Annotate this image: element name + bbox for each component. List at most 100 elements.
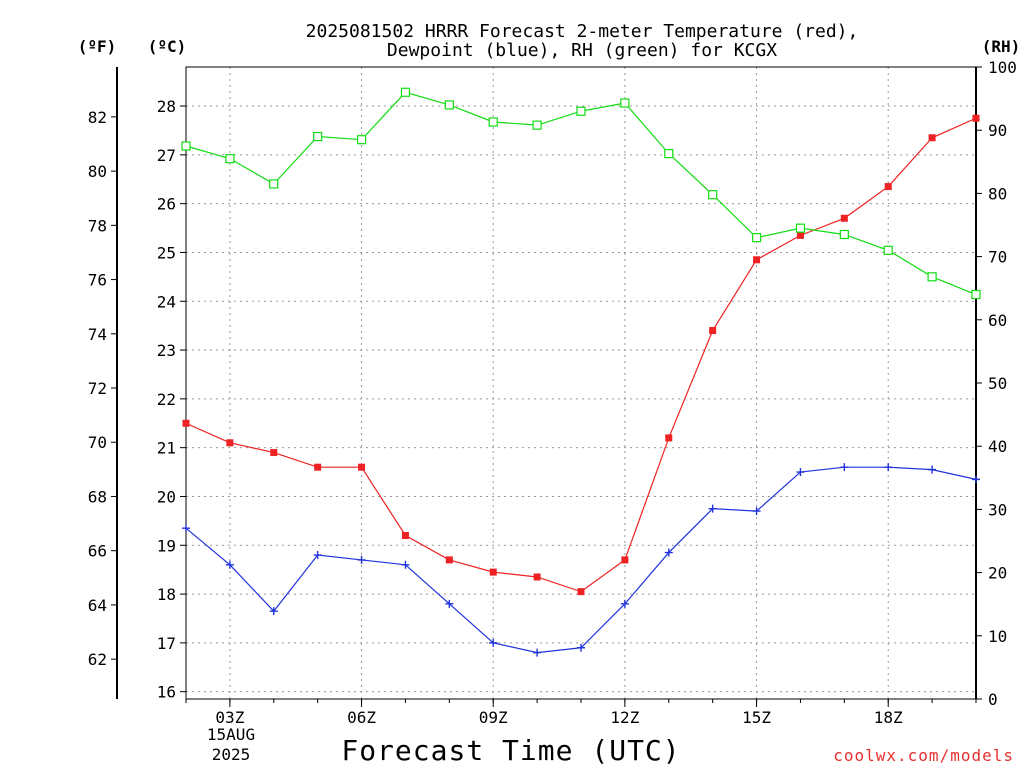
temperature-point: [358, 463, 366, 471]
rh-point: [883, 245, 893, 255]
dewpoint-point: [884, 463, 893, 472]
chart-title-line2: Dewpoint (blue), RH (green) for KCGX: [387, 40, 777, 61]
temperature-point: [445, 556, 453, 564]
rh-tick-label: 30: [988, 500, 1007, 519]
fahrenheit-tick-label: 62: [88, 650, 107, 669]
dewpoint-point: [840, 463, 849, 472]
right-rh-axis-label: (RH): [982, 37, 1021, 56]
fahrenheit-tick-label: 82: [88, 108, 107, 127]
grid-lines: [186, 67, 976, 699]
celsius-tick-label: 24: [157, 292, 176, 311]
rh-point: [488, 117, 498, 127]
dewpoint-point: [489, 638, 498, 647]
fahrenheit-tick-label: 68: [88, 487, 107, 506]
fahrenheit-tick-label: 66: [88, 542, 107, 561]
celsius-tick-label: 21: [157, 439, 176, 458]
rh-tick-label: 100: [988, 58, 1017, 77]
celsius-tick-label: 17: [157, 634, 176, 653]
date-year-label: 2025: [212, 745, 251, 764]
celsius-tick-label: 16: [157, 683, 176, 702]
rh-point: [181, 141, 191, 151]
x-tick-label: 09Z: [479, 708, 508, 727]
temperature-point: [884, 183, 892, 191]
rh-tick-label: 50: [988, 374, 1007, 393]
dewpoint-line: [185, 466, 977, 654]
fahrenheit-tick-label: 78: [88, 216, 107, 235]
x-tick-label: 12Z: [610, 708, 639, 727]
dewpoint-point: [620, 599, 629, 608]
rh-point: [356, 135, 367, 145]
rh-point: [444, 100, 454, 110]
left-f-axis-label: (ºF): [78, 37, 117, 56]
rh-tick-label: 90: [988, 121, 1007, 140]
temperature-point: [621, 556, 629, 564]
date-day-label: 15AUG: [207, 725, 255, 744]
series-layer: [181, 87, 981, 657]
temperature-point: [577, 588, 585, 596]
rh-tick-label: 70: [988, 248, 1007, 267]
rh-point: [269, 179, 279, 189]
dewpoint-point: [357, 555, 366, 564]
celsius-tick-label: 19: [157, 536, 176, 555]
celsius-tick-label: 28: [157, 97, 176, 116]
dewpoint-point: [972, 475, 980, 484]
celsius-tick-label: 22: [157, 390, 176, 409]
rh-point: [708, 190, 718, 200]
fahrenheit-tick-label: 74: [88, 325, 107, 344]
rh-point: [795, 223, 806, 233]
celsius-tick-label: 23: [157, 341, 176, 360]
rh-line: [185, 91, 977, 296]
rh-tick-label: 40: [988, 437, 1007, 456]
rh-point: [620, 98, 630, 108]
dewpoint-point: [664, 548, 673, 557]
dewpoint-point: [708, 504, 717, 513]
rh-tick-label: 20: [988, 564, 1007, 583]
celsius-tick-label: 18: [157, 585, 176, 604]
temperature-point: [226, 439, 234, 447]
dewpoint-point: [182, 524, 190, 533]
temperature-point: [928, 134, 936, 142]
rh-point: [400, 87, 411, 97]
fahrenheit-tick-label: 72: [88, 379, 107, 398]
temperature-point: [753, 256, 761, 264]
fahrenheit-tick-label: 70: [88, 433, 107, 452]
dewpoint-point: [313, 551, 322, 560]
x-tick-label: 03Z: [215, 708, 244, 727]
rh-point: [664, 148, 674, 159]
rh-point: [927, 272, 937, 282]
dewpoint-point: [401, 560, 410, 569]
celsius-tick-label: 27: [157, 146, 176, 165]
temperature-point: [533, 573, 541, 581]
rh-tick-label: 80: [988, 184, 1007, 203]
x-tick-label: 18Z: [874, 708, 903, 727]
temperature-line: [185, 117, 977, 593]
fahrenheit-tick-label: 80: [88, 162, 107, 181]
fahrenheit-tick-label: 76: [88, 271, 107, 290]
dewpoint-point: [752, 507, 761, 516]
dewpoint-point: [533, 648, 542, 657]
temperature-point: [401, 532, 409, 540]
rh-point: [839, 229, 849, 240]
dewpoint-point: [577, 643, 585, 652]
dewpoint-point: [796, 468, 805, 477]
celsius-tick-label: 26: [157, 195, 176, 214]
rh-tick-label: 10: [988, 627, 1007, 646]
plot-frame: [185, 66, 977, 700]
temperature-point: [665, 434, 673, 442]
chart-title-line1: 2025081502 HRRR Forecast 2-meter Tempera…: [306, 21, 859, 42]
axes: 62 64 66 68 70 72 74 76 78 80 82 16 17 18 19 20 21 22 23 24…: [88, 58, 1017, 727]
celsius-tick-label: 20: [157, 487, 176, 506]
temperature-point: [182, 419, 190, 427]
dewpoint-point: [269, 607, 278, 616]
rh-point: [576, 106, 586, 116]
dewpoint-point: [225, 560, 234, 569]
celsius-tick-label: 25: [157, 243, 176, 262]
rh-point: [971, 289, 981, 300]
rh-point: [225, 154, 235, 164]
fahrenheit-tick-label: 64: [88, 596, 107, 615]
rh-tick-label: 0: [988, 690, 998, 709]
credit-label: coolwx.com/models: [833, 746, 1014, 765]
dewpoint-point: [928, 465, 937, 474]
rh-point: [313, 131, 323, 142]
